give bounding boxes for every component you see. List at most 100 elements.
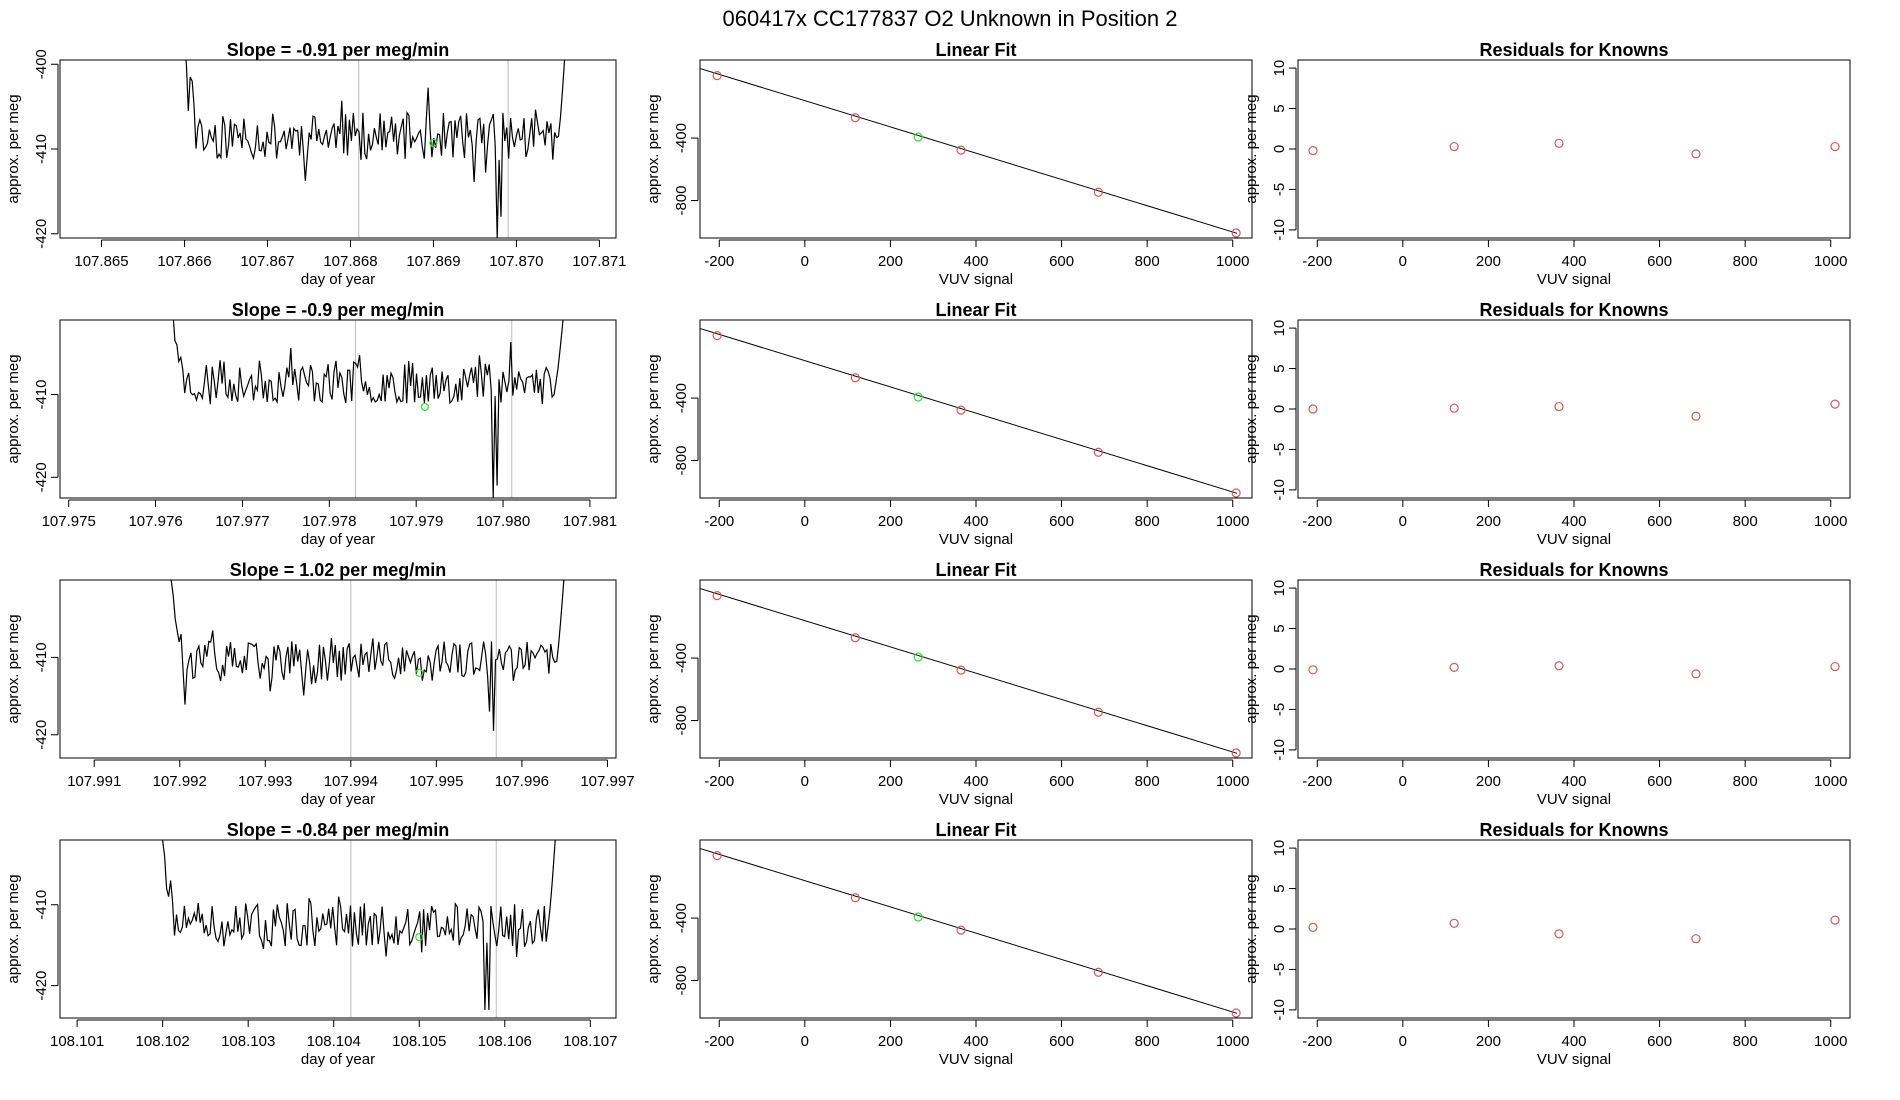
x-tick-label: 400: [1561, 253, 1586, 270]
x-tick-label: -200: [1302, 253, 1332, 270]
plot-frame: [699, 579, 1253, 759]
plot-frame: [1297, 319, 1851, 499]
fit-line: [700, 67, 1238, 234]
x-axis-label: VUV signal: [939, 1051, 1013, 1068]
x-tick-label: 200: [1476, 513, 1501, 530]
x-axis-label: VUV signal: [1537, 791, 1611, 808]
plot-area: [700, 327, 1241, 498]
known-point: [956, 145, 966, 155]
y-axis-label: approx. per meg: [1243, 874, 1260, 983]
known-point: [1830, 141, 1840, 152]
y-tick-label: 5: [1271, 624, 1288, 632]
x-tick-label: 400: [963, 1033, 988, 1050]
known-point: [712, 591, 722, 601]
panel-r2-c1: Linear Fit -200 0 200 400 600 800 1000 VUV signa…: [645, 560, 1253, 808]
x-axis-label: VUV signal: [1537, 531, 1611, 548]
x-tick-label: 1000: [1216, 513, 1249, 530]
x-tick-label: 107.866: [157, 253, 211, 270]
x-tick-label: 107.867: [240, 253, 294, 270]
known-point: [956, 405, 966, 415]
x-tick-label: 108.106: [478, 1033, 532, 1050]
plot-frame: [1297, 579, 1851, 759]
y-tick-label: -400: [673, 903, 690, 933]
y-tick-label: 0: [1271, 925, 1288, 933]
y-tick-label: -5: [1271, 443, 1288, 456]
y-tick-label: -5: [1271, 963, 1288, 976]
x-tick-label: 108.104: [307, 1033, 361, 1050]
x-tick-label: 1000: [1814, 773, 1847, 790]
trace-line: [172, 320, 564, 498]
plot-area: [1308, 399, 1840, 421]
panel-title: Linear Fit: [935, 40, 1016, 60]
x-tick-label: 107.996: [495, 773, 549, 790]
y-axis-label: approx. per meg: [645, 354, 662, 463]
panel-r2-c2: Residuals for Knowns-200 0 200 400 600 800 100…: [1243, 560, 1851, 808]
plot-frame: [1297, 839, 1851, 1019]
known-point: [956, 925, 966, 935]
x-tick-label: 107.976: [128, 513, 182, 530]
y-tick-label: -400: [673, 383, 690, 413]
known-point: [850, 633, 860, 643]
y-axis-label: approx. per meg: [5, 94, 22, 203]
x-tick-label: -200: [704, 253, 734, 270]
y-tick-label: 5: [1271, 104, 1288, 112]
y-axis-label: approx. per meg: [5, 614, 22, 723]
known-point: [1830, 661, 1840, 672]
panel-r1-c0: Slope = -0.9 per meg/min 107.975 107.976 10…: [5, 300, 617, 548]
known-point: [850, 373, 860, 383]
known-point: [1449, 141, 1459, 152]
fit-line: [700, 847, 1238, 1014]
panel-title: Slope = -0.9 per meg/min: [232, 300, 445, 320]
x-tick-label: 1000: [1814, 1033, 1847, 1050]
panel-r2-c0: Slope = 1.02 per meg/min 107.991 107.992 10…: [5, 560, 635, 808]
fit-line: [700, 587, 1238, 754]
x-tick-label: 0: [801, 513, 809, 530]
x-axis-label: VUV signal: [939, 271, 1013, 288]
panels: Slope = -0.91 per meg/min 107.865 107.866 1…: [5, 40, 1851, 1068]
plot-area: [700, 587, 1241, 758]
known-point: [1554, 929, 1564, 939]
plot-area: [700, 67, 1241, 238]
y-tick-label: -420: [33, 971, 50, 1001]
x-tick-label: 800: [1135, 773, 1160, 790]
x-tick-label: 600: [1049, 773, 1074, 790]
known-point: [850, 893, 860, 903]
x-tick-label: -200: [1302, 1033, 1332, 1050]
known-point: [1691, 934, 1701, 944]
x-tick-label: 107.995: [409, 773, 463, 790]
x-tick-label: 107.868: [323, 253, 377, 270]
unknown-point: [429, 138, 438, 148]
x-tick-label: 107.977: [215, 513, 269, 530]
x-tick-label: 108.105: [392, 1033, 446, 1050]
known-point: [712, 71, 722, 81]
known-point: [1308, 146, 1318, 156]
known-point: [1554, 401, 1564, 412]
x-tick-label: 107.992: [153, 773, 207, 790]
x-tick-label: 400: [963, 513, 988, 530]
plot-frame: [699, 59, 1253, 239]
x-tick-label: 107.869: [406, 253, 460, 270]
panel-r1-c2: Residuals for Knowns-200 0 200 400 600 800 100…: [1243, 300, 1851, 548]
y-axis-label: approx. per meg: [1243, 354, 1260, 463]
known-point: [850, 113, 860, 123]
y-tick-label: -400: [33, 49, 50, 79]
x-tick-label: 108.101: [50, 1033, 104, 1050]
x-tick-label: -200: [1302, 513, 1332, 530]
y-axis-label: approx. per meg: [645, 614, 662, 723]
x-axis-label: VUV signal: [939, 791, 1013, 808]
y-tick-label: 5: [1271, 364, 1288, 372]
x-tick-label: 107.994: [324, 773, 378, 790]
x-tick-label: 1000: [1814, 513, 1847, 530]
x-tick-label: 107.871: [572, 253, 626, 270]
x-tick-label: 0: [801, 253, 809, 270]
x-tick-label: 0: [1399, 253, 1407, 270]
plot-frame: [59, 59, 617, 239]
known-point: [1554, 661, 1564, 671]
x-tick-label: 400: [963, 773, 988, 790]
known-point: [1691, 669, 1701, 679]
x-tick-label: 800: [1135, 513, 1160, 530]
x-tick-label: 0: [1399, 513, 1407, 530]
unknown-point: [913, 132, 923, 142]
x-tick-label: 800: [1733, 253, 1758, 270]
panel-r1-c1: Linear Fit -200 0 200 400 600 800 1000 VUV signa…: [645, 300, 1253, 548]
